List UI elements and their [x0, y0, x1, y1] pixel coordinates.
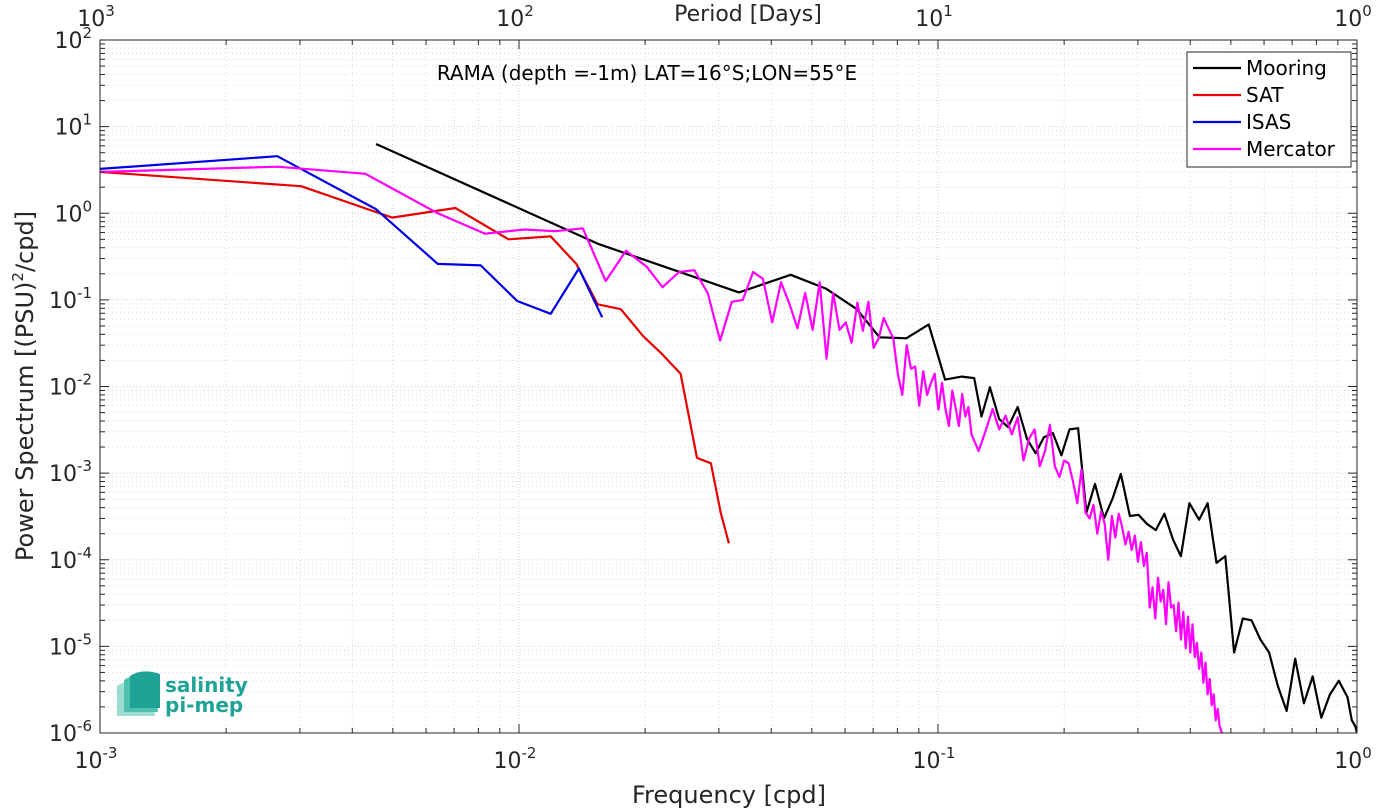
x-tick-label-exp: -2	[522, 744, 537, 762]
series-line-isas	[100, 155, 604, 318]
y-tick-label: 10-1	[49, 284, 92, 314]
y-tick-label-base: 10	[49, 722, 77, 747]
y-tick-label: 101	[54, 111, 92, 141]
y-tick-label-base: 10	[49, 376, 77, 401]
y-tick-label-base: 10	[54, 202, 82, 227]
top-tick-label-exp: 2	[524, 2, 534, 20]
logo-wave-icon-front	[130, 671, 160, 708]
x-tick-label: 10-2	[494, 744, 537, 774]
y-tick-label: 10-2	[49, 371, 92, 401]
legend: Mooring SAT ISAS Mercator	[1186, 51, 1352, 168]
y-tick-label-base: 10	[54, 116, 82, 141]
y-tick-label: 100	[54, 197, 92, 227]
y-tick-label-base: 10	[49, 549, 77, 574]
y-tick-label-exp: -3	[77, 457, 92, 475]
legend-label-isas: ISAS	[1246, 110, 1291, 134]
top-tick-label-base: 10	[496, 7, 524, 32]
top-tick-label-base: 10	[915, 7, 943, 32]
x-tick-label: 10-1	[913, 744, 956, 774]
x-tick-label: 10-3	[75, 744, 118, 774]
y-tick-label-exp: 2	[82, 24, 92, 42]
top-tick-label-exp: 1	[943, 2, 953, 20]
y-tick-label-exp: -4	[77, 544, 92, 562]
x-tick-label-exp: -1	[941, 744, 956, 762]
y-tick-label-exp: 0	[82, 197, 92, 215]
y-tick-label: 10-3	[49, 457, 92, 487]
top-tick-label: 100	[1334, 2, 1372, 32]
top-tick-label-base: 10	[1334, 7, 1362, 32]
y-tick-label-exp: -6	[77, 717, 92, 735]
x-axis-label: Frequency [cpd]	[632, 781, 826, 809]
x-tick-label-base: 10	[1334, 749, 1362, 774]
series-layer	[100, 142, 1357, 733]
y-axis-label-main: Power Spectrum [(PSU)	[11, 282, 39, 561]
top-axis-label: Period [Days]	[674, 2, 822, 27]
top-tick-label-base: 10	[77, 7, 105, 32]
x-tick-label-exp: 0	[1362, 744, 1372, 762]
y-tick-label-base: 10	[49, 289, 77, 314]
x-tick-label-base: 10	[494, 749, 522, 774]
legend-box	[1186, 51, 1352, 168]
logo-text-salinity: salinity	[165, 673, 248, 697]
y-tick-label: 10-6	[49, 717, 92, 747]
x-tick-label-base: 10	[75, 749, 103, 774]
x-tick-label: 100	[1334, 744, 1372, 774]
legend-label-mooring: Mooring	[1246, 56, 1327, 80]
y-tick-label-base: 10	[54, 29, 82, 54]
x-tick-label-exp: -3	[103, 744, 118, 762]
y-axis-label-sup: 2	[9, 272, 27, 282]
bottom-tick-labels: 10-3 10-2 10-1 100	[75, 744, 1372, 774]
legend-label-sat: SAT	[1246, 83, 1284, 107]
legend-label-mercator: Mercator	[1246, 137, 1336, 161]
logo-text-pi-mep: pi-mep	[165, 693, 243, 717]
top-tick-label-exp: 3	[105, 2, 115, 20]
series-line-mercator	[100, 165, 1223, 733]
y-tick-label-exp: -1	[77, 284, 92, 302]
chart-title: RAMA (depth =-1m) LAT=16°S;LON=55°E	[437, 61, 857, 85]
y-axis-label: Power Spectrum [(PSU)2/cpd]	[9, 211, 39, 561]
top-tick-label: 102	[496, 2, 534, 32]
top-tick-label: 101	[915, 2, 953, 32]
top-tick-labels: 103 102 101 100	[77, 2, 1372, 32]
y-tick-label-exp: -5	[77, 630, 92, 648]
series-line-mooring	[375, 142, 1357, 733]
series-line-sat	[100, 170, 730, 544]
minor-grid	[100, 40, 1357, 733]
x-tick-label-base: 10	[913, 749, 941, 774]
y-tick-label-exp: -2	[77, 371, 92, 389]
y-axis-label-tail: /cpd]	[11, 211, 39, 272]
y-tick-label: 102	[54, 24, 92, 54]
salinity-pi-mep-logo: salinity pi-mep	[117, 671, 248, 717]
y-tick-label-base: 10	[49, 635, 77, 660]
y-tick-label: 10-5	[49, 630, 92, 660]
y-tick-label: 10-4	[49, 544, 92, 574]
y-tick-label-base: 10	[49, 462, 77, 487]
top-tick-label: 103	[77, 2, 115, 32]
top-tick-label-exp: 0	[1362, 2, 1372, 20]
y-tick-label-exp: 1	[82, 111, 92, 129]
